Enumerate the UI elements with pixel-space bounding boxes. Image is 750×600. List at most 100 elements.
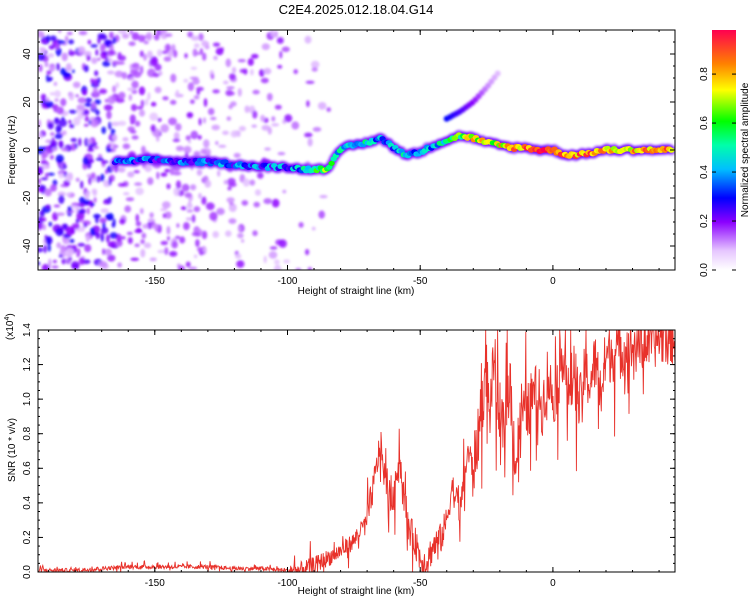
noise-speckle <box>231 66 237 74</box>
noise-speckle <box>244 105 250 113</box>
noise-speckle <box>46 236 51 246</box>
noise-speckle <box>233 152 241 158</box>
noise-speckle <box>85 234 90 243</box>
noise-speckle <box>252 230 258 237</box>
noise-speckle <box>51 137 55 146</box>
noise-speckle <box>259 69 265 77</box>
noise-speckle <box>77 242 86 247</box>
noise-speckle <box>196 247 203 252</box>
noise-speckle <box>175 145 184 152</box>
noise-speckle <box>59 163 64 169</box>
noise-speckle <box>193 151 201 157</box>
noise-speckle <box>56 242 62 249</box>
noise-speckle <box>127 87 136 92</box>
snr-y-label: SNR (10 * v/v) <box>7 418 18 482</box>
noise-speckle <box>143 242 152 249</box>
x-tick-label: 0 <box>550 578 556 589</box>
noise-speckle <box>93 197 97 203</box>
noise-speckle <box>94 99 101 105</box>
noise-speckle <box>168 117 177 126</box>
noise-speckle <box>61 52 68 62</box>
noise-speckle <box>205 202 215 211</box>
noise-speckle <box>157 117 162 122</box>
noise-speckle <box>61 147 68 152</box>
noise-speckle <box>271 116 276 122</box>
noise-speckle <box>111 221 116 228</box>
noise-speckle <box>38 64 43 72</box>
noise-speckle <box>55 42 60 50</box>
y-tick-label: 0.2 <box>22 530 33 544</box>
noise-speckle <box>190 35 200 41</box>
noise-speckle <box>41 152 47 160</box>
noise-speckle <box>131 104 137 112</box>
noise-speckle <box>284 114 293 123</box>
noise-speckle <box>168 53 174 58</box>
noise-speckle <box>76 251 80 258</box>
noise-speckle <box>131 135 139 140</box>
noise-speckle <box>131 80 139 89</box>
noise-speckle <box>269 246 278 250</box>
noise-speckle <box>161 50 168 54</box>
noise-speckle <box>139 208 144 215</box>
noise-speckle <box>147 218 156 222</box>
noise-speckle <box>223 179 229 185</box>
noise-speckle <box>193 206 201 213</box>
noise-speckle <box>100 208 109 213</box>
noise-speckle <box>134 229 143 233</box>
noise-speckle <box>84 116 90 122</box>
colorbar-tick-label: 0.6 <box>699 116 710 130</box>
noise-speckle <box>312 126 322 132</box>
spectrogram-x-label: Height of straight line (km) <box>298 286 415 297</box>
noise-speckle <box>77 46 86 54</box>
noise-speckle <box>277 64 283 69</box>
noise-speckle <box>45 204 51 209</box>
noise-speckle <box>86 55 91 61</box>
noise-speckle <box>229 202 234 206</box>
noise-speckle <box>60 98 67 107</box>
noise-speckle <box>165 33 173 37</box>
noise-speckle <box>157 249 166 254</box>
noise-speckle <box>228 218 237 225</box>
noise-speckle <box>222 130 229 135</box>
noise-speckle <box>88 176 92 185</box>
noise-speckle <box>117 166 126 173</box>
noise-speckle <box>40 93 47 101</box>
noise-speckle <box>101 227 109 234</box>
noise-speckle <box>175 180 182 190</box>
noise-speckle <box>186 112 194 118</box>
noise-speckle <box>101 159 106 166</box>
noise-speckle <box>47 53 55 58</box>
noise-speckle <box>167 236 170 241</box>
noise-speckle <box>147 92 151 101</box>
noise-speckle <box>173 187 180 197</box>
noise-speckle <box>164 247 169 256</box>
noise-speckle <box>160 172 168 177</box>
noise-speckle <box>60 67 67 76</box>
noise-speckle <box>40 159 48 165</box>
noise-speckle <box>129 77 135 81</box>
noise-speckle <box>132 71 142 78</box>
noise-speckle <box>97 36 101 45</box>
noise-speckle <box>298 222 304 228</box>
noise-speckle <box>90 119 99 128</box>
noise-speckle <box>186 209 194 213</box>
noise-speckle <box>64 173 74 182</box>
noise-speckle <box>65 226 75 236</box>
noise-speckle <box>94 70 99 77</box>
noise-speckle <box>228 203 237 213</box>
noise-speckle <box>108 121 112 130</box>
noise-speckle <box>203 98 208 107</box>
y-tick-label: 0.6 <box>22 461 33 475</box>
noise-speckle <box>144 98 149 106</box>
noise-speckle <box>192 48 198 57</box>
noise-speckle <box>282 189 287 194</box>
noise-speckle <box>49 154 55 160</box>
noise-speckle <box>211 124 220 131</box>
noise-speckle <box>160 240 169 246</box>
noise-speckle <box>51 147 58 151</box>
noise-speckle <box>122 143 131 150</box>
noise-speckle <box>142 223 149 229</box>
noise-speckle <box>106 234 110 243</box>
noise-speckle <box>305 80 315 85</box>
noise-speckle <box>191 132 198 137</box>
